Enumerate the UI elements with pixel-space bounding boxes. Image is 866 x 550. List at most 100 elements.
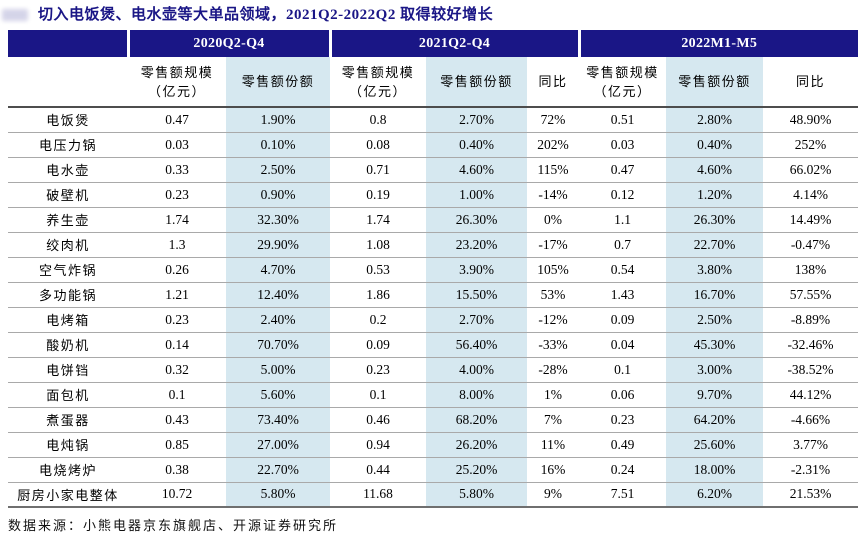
group-header-2022m1-m5: 2022M1-M5 [577, 30, 858, 57]
value-cell: 2.40% [226, 307, 330, 333]
value-cell: 0.94 [330, 432, 426, 458]
value-cell: 45.30% [666, 332, 763, 358]
value-cell: 0.54 [579, 257, 666, 283]
value-cell: 16% [527, 457, 579, 483]
scale-label-line2: （亿元） [348, 83, 407, 99]
value-cell: 0.90% [226, 182, 330, 208]
value-cell: 4.00% [426, 357, 527, 383]
product-name-cell: 电饼铛 [8, 357, 128, 383]
value-cell: 0.10% [226, 132, 330, 158]
data-source-note: 数据来源：小熊电器京东旗舰店、开源证券研究所 [8, 518, 339, 533]
value-cell: 22.70% [666, 232, 763, 258]
value-cell: 0.1 [330, 382, 426, 408]
value-cell: 1.86 [330, 282, 426, 308]
value-cell: 7% [527, 407, 579, 433]
table-row: 养生壶 1.74 32.30% 1.74 26.30% 0% 1.1 26.30% 14.49% [8, 207, 858, 233]
value-cell: 2.50% [226, 157, 330, 183]
product-name-cell: 电烤箱 [8, 307, 128, 333]
value-cell: 0.23 [128, 307, 226, 333]
scale-label-line1: 零售额规模 [341, 64, 415, 80]
value-cell: 9% [527, 482, 579, 508]
value-cell: 0.40% [666, 132, 763, 158]
value-cell: 0.43 [128, 407, 226, 433]
value-cell: 64.20% [666, 407, 763, 433]
value-cell: -28% [527, 357, 579, 383]
value-cell: -33% [527, 332, 579, 358]
value-cell: 1.43 [579, 282, 666, 308]
value-cell: 0.03 [128, 132, 226, 158]
value-cell: 0.8 [330, 107, 426, 133]
col-header-scale-2020: 零售额规模 （亿元） [128, 57, 226, 108]
value-cell: 3.77% [763, 432, 858, 458]
value-cell: 5.80% [426, 482, 527, 508]
value-cell: 0.49 [579, 432, 666, 458]
value-cell: -8.89% [763, 307, 858, 333]
figure-title: 切入电饭煲、电水壶等大单品领域，2021Q2-2022Q2 取得较好增长 [38, 7, 494, 23]
value-cell: 11% [527, 432, 579, 458]
value-cell: 0.24 [579, 457, 666, 483]
col-header-scale-2022: 零售额规模 （亿元） [579, 57, 666, 108]
value-cell: 1.21 [128, 282, 226, 308]
value-cell: 6.20% [666, 482, 763, 508]
value-cell: 10.72 [128, 482, 226, 508]
value-cell: 1.00% [426, 182, 527, 208]
scale-label-line2: （亿元） [147, 83, 206, 99]
value-cell: 15.50% [426, 282, 527, 308]
title-row: 切入电饭煲、电水壶等大单品领域，2021Q2-2022Q2 取得较好增长 [0, 0, 866, 30]
value-cell: 0.44 [330, 457, 426, 483]
value-cell: 0.32 [128, 357, 226, 383]
value-cell: 5.80% [226, 482, 330, 508]
value-cell: 12.40% [226, 282, 330, 308]
table-row: 电炖锅 0.85 27.00% 0.94 26.20% 11% 0.49 25.60% 3.77… [8, 432, 858, 458]
value-cell: 53% [527, 282, 579, 308]
value-cell: 0.03 [579, 132, 666, 158]
data-table: 2020Q2-Q4 2021Q2-Q4 2022M1-M5 零售额规模 （亿元）… [8, 30, 858, 508]
product-name-cell: 电烧烤炉 [8, 457, 128, 483]
table-body: 电饭煲 0.47 1.90% 0.8 2.70% 72% 0.51 2.80% 48.90% 电压… [8, 107, 858, 508]
value-cell: 0.51 [579, 107, 666, 133]
value-cell: 21.53% [763, 482, 858, 508]
value-cell: 56.40% [426, 332, 527, 358]
table-row: 绞肉机 1.3 29.90% 1.08 23.20% -17% 0.7 22.70% -0.47… [8, 232, 858, 258]
table-row: 煮蛋器 0.43 73.40% 0.46 68.20% 7% 0.23 64.20% -4.66… [8, 407, 858, 433]
value-cell: -4.66% [763, 407, 858, 433]
value-cell: 0.09 [579, 307, 666, 333]
value-cell: 57.55% [763, 282, 858, 308]
value-cell: 16.70% [666, 282, 763, 308]
value-cell: 73.40% [226, 407, 330, 433]
table-row: 电饼铛 0.32 5.00% 0.23 4.00% -28% 0.1 3.00% -38.52% [8, 357, 858, 383]
value-cell: 1.20% [666, 182, 763, 208]
product-name-cell: 电炖锅 [8, 432, 128, 458]
product-name-cell: 绞肉机 [8, 232, 128, 258]
value-cell: 0.40% [426, 132, 527, 158]
value-cell: 23.20% [426, 232, 527, 258]
value-cell: 72% [527, 107, 579, 133]
scale-label-line2: （亿元） [593, 83, 652, 99]
value-cell: 202% [527, 132, 579, 158]
product-name-cell: 多功能锅 [8, 282, 128, 308]
value-cell: 0.08 [330, 132, 426, 158]
table-row: 破壁机 0.23 0.90% 0.19 1.00% -14% 0.12 1.20% 4.14% [8, 182, 858, 208]
table-row: 酸奶机 0.14 70.70% 0.09 56.40% -33% 0.04 45.30% -32… [8, 332, 858, 358]
value-cell: 8.00% [426, 382, 527, 408]
value-cell: 0.85 [128, 432, 226, 458]
value-cell: 26.30% [426, 207, 527, 233]
value-cell: 25.60% [666, 432, 763, 458]
value-cell: 1.1 [579, 207, 666, 233]
product-name-cell: 电压力锅 [8, 132, 128, 158]
value-cell: 70.70% [226, 332, 330, 358]
table-row: 空气炸锅 0.26 4.70% 0.53 3.90% 105% 0.54 3.80% 138% [8, 257, 858, 283]
value-cell: 4.14% [763, 182, 858, 208]
value-cell: 1% [527, 382, 579, 408]
value-cell: 0.12 [579, 182, 666, 208]
value-cell: 3.00% [666, 357, 763, 383]
value-cell: 0.26 [128, 257, 226, 283]
col-header-scale-2021: 零售额规模 （亿元） [330, 57, 426, 108]
value-cell: 0.1 [579, 357, 666, 383]
col-header-share-2022: 零售额份额 [666, 57, 763, 108]
value-cell: 0.38 [128, 457, 226, 483]
value-cell: 5.60% [226, 382, 330, 408]
value-cell: 105% [527, 257, 579, 283]
value-cell: 0.33 [128, 157, 226, 183]
value-cell: -12% [527, 307, 579, 333]
